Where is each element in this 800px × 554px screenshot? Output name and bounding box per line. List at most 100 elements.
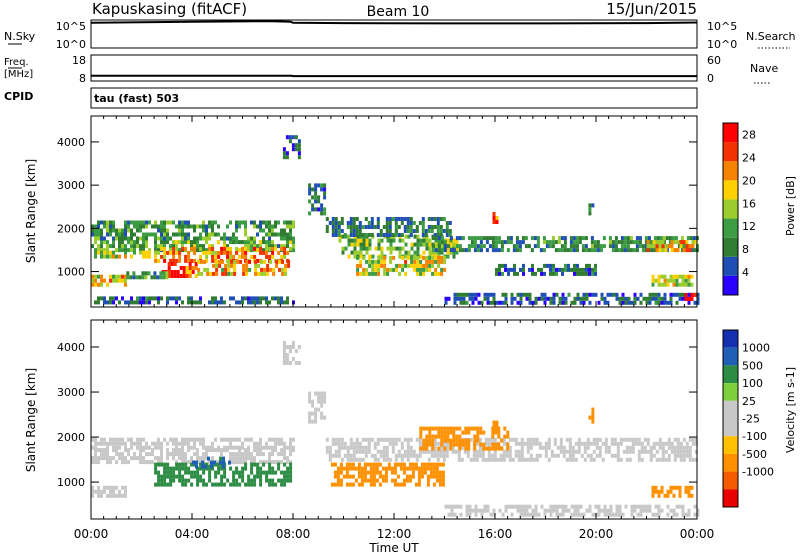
heatmap-cell: [483, 508, 487, 513]
heatmap-cell: [187, 250, 191, 255]
heatmap-cell: [366, 470, 370, 475]
heatmap-cell: [658, 437, 662, 442]
heatmap-cell: [534, 296, 538, 301]
heatmap-cell: [574, 449, 578, 454]
heatmap-cell: [157, 224, 160, 229]
heatmap-cell: [337, 221, 341, 225]
heatmap-cell: [229, 441, 232, 446]
heatmap-cell: [687, 274, 691, 279]
heatmap-cell: [265, 296, 268, 301]
heatmap-cell: [160, 462, 164, 467]
heatmap-cell: [336, 478, 340, 483]
heatmap-cell: [283, 448, 286, 453]
heatmap-cell: [688, 445, 692, 450]
nsearch-label: N.Search: [746, 30, 796, 43]
heatmap-cell: [581, 236, 585, 241]
heatmap-cell: [206, 267, 210, 272]
heatmap-cell: [409, 225, 413, 229]
heatmap-cell: [106, 220, 109, 225]
heatmap-cell: [586, 441, 590, 446]
heatmap-cell: [439, 233, 443, 237]
heatmap-cell: [218, 259, 222, 264]
heatmap-cell: [407, 250, 411, 255]
heatmap-cell: [274, 220, 277, 225]
heatmap-cell: [500, 244, 504, 249]
heatmap-cell: [382, 233, 386, 237]
heatmap-cell: [468, 292, 472, 297]
heatmap-cell: [115, 248, 118, 253]
heatmap-cell: [394, 221, 398, 225]
heatmap-cell: [639, 292, 643, 297]
heatmap-cell: [667, 244, 671, 249]
heatmap-cell: [382, 437, 386, 442]
heatmap-cell: [325, 229, 329, 233]
heatmap-cell: [314, 191, 318, 196]
heatmap-cell: [271, 250, 275, 255]
heatmap-cell: [693, 504, 697, 509]
heatmap-cell: [645, 296, 649, 301]
heatmap-cell: [94, 228, 97, 233]
heatmap-cell: [425, 446, 429, 451]
heatmap-cell: [241, 474, 245, 479]
heatmap-cell: [694, 449, 698, 454]
heatmap-cell: [664, 244, 668, 249]
heatmap-cell: [418, 221, 422, 225]
heatmap-cell: [235, 466, 239, 471]
heatmap-cell: [308, 411, 312, 416]
heatmap-cell: [160, 228, 163, 233]
heatmap-cell: [334, 217, 338, 221]
heatmap-cell: [415, 229, 419, 233]
heatmap-cell: [100, 452, 103, 457]
y-tick-label: 2000: [57, 431, 85, 444]
heatmap-cell: [491, 244, 495, 249]
heatmap-cell: [169, 466, 173, 471]
heatmap-cell: [349, 441, 353, 446]
heatmap-cell: [317, 395, 321, 400]
heatmap-cell: [181, 224, 184, 229]
heatmap-cell: [517, 453, 521, 458]
heatmap-cell: [97, 232, 100, 237]
heatmap-cell: [353, 246, 357, 251]
heatmap-cell: [535, 441, 539, 446]
heatmap-cell: [687, 297, 691, 301]
heatmap-cell: [238, 448, 241, 453]
heatmap-cell: [593, 240, 597, 245]
colorbar-swatch: [723, 383, 738, 401]
heatmap-cell: [620, 240, 624, 245]
heatmap-cell: [106, 460, 109, 465]
heatmap-cell: [192, 460, 195, 465]
heatmap-cell: [365, 250, 369, 255]
heatmap-cell: [684, 278, 688, 283]
heatmap-cell: [256, 296, 259, 301]
heatmap-cell: [139, 456, 142, 461]
heatmap-cell: [282, 147, 286, 152]
heatmap-cell: [188, 262, 192, 266]
heatmap-cell: [519, 512, 523, 517]
heatmap-cell: [452, 426, 456, 431]
heatmap-cell: [393, 466, 397, 471]
heatmap-cell: [379, 229, 383, 233]
heatmap-cell: [434, 255, 438, 260]
heatmap-cell: [439, 445, 443, 450]
heatmap-cell: [522, 263, 525, 268]
heatmap-cell: [91, 437, 94, 442]
heatmap-cell: [614, 248, 618, 253]
heatmap-cell: [388, 457, 392, 462]
heatmap-cell: [211, 246, 215, 251]
heatmap-cell: [340, 221, 344, 225]
heatmap-cell: [437, 259, 441, 264]
heatmap-cell: [628, 445, 632, 450]
heatmap-cell: [172, 254, 176, 259]
colorbar-tick-label: 100: [742, 377, 763, 390]
heatmap-cell: [525, 296, 529, 301]
heatmap-cell: [331, 217, 335, 221]
heatmap-cell: [148, 248, 151, 253]
heatmap-cell: [112, 456, 115, 461]
heatmap-cell: [440, 438, 444, 443]
heatmap-cell: [354, 466, 358, 471]
heatmap-cell: [592, 437, 596, 442]
heatmap-cell: [289, 474, 293, 479]
heatmap-cell: [229, 254, 233, 259]
y-tick-label: 4000: [57, 341, 85, 354]
heatmap-cell: [436, 221, 440, 225]
